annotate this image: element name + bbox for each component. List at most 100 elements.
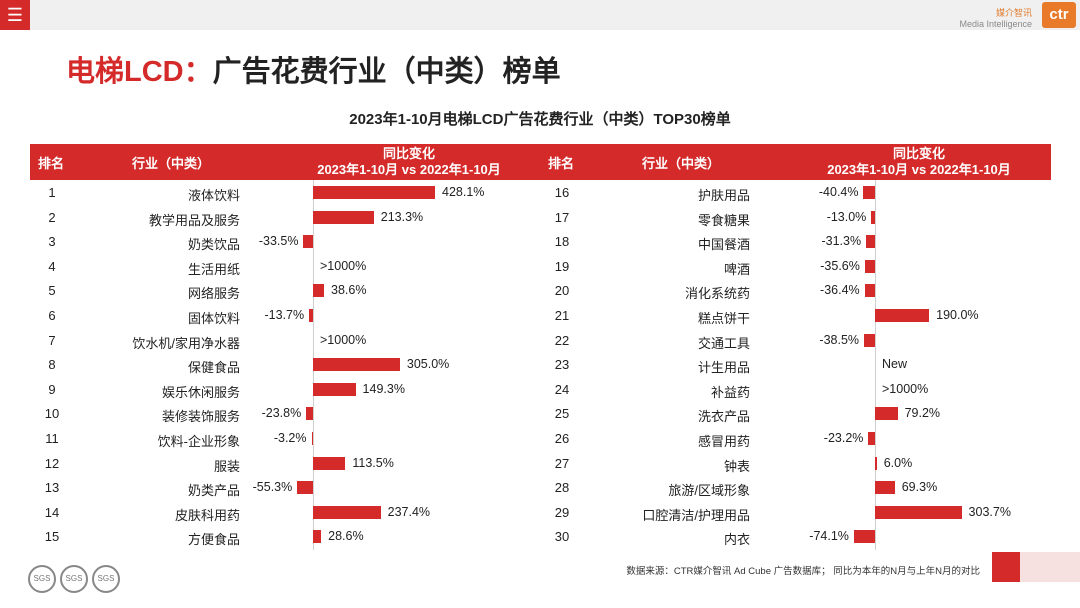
chart-row: 28 69.3% 旅游/区域形象 <box>540 475 1040 500</box>
chart-row: 16 -40.4% 护肤用品 <box>540 180 1040 205</box>
chart-row: 21 190.0% 糕点饼干 <box>540 303 1040 328</box>
table-header-left: 排名 行业（中类） 同比变化 2023年1-10月 vs 2022年1-10月 <box>30 144 540 180</box>
bar-mark <box>303 235 313 249</box>
rank-label: 17 <box>554 209 570 225</box>
bar-mark <box>875 505 962 519</box>
chart-row: 26 -23.2% 感冒用药 <box>540 426 1040 451</box>
industry-label: 感冒用药 <box>697 434 750 449</box>
rank-label: 22 <box>554 332 570 348</box>
header-industry: 行业（中类） <box>642 156 721 171</box>
chart-row: 4 >1000% 生活用纸 <box>30 254 530 279</box>
chart-row: 14 237.4% 皮肤科用药 <box>30 500 530 525</box>
page-title-red: 电梯LCD： <box>66 56 213 88</box>
data-label: 428.1% <box>442 185 485 199</box>
chart-row: 12 113.5% 服装 <box>30 451 530 476</box>
data-label: 6.0% <box>883 455 913 470</box>
data-label: 303.7% <box>968 504 1011 519</box>
chart-panel-left: 1 428.1% 液体饮料 2 213.3% 教学用品及服务 3 -33.5% 奶类饮品 4 >10… <box>30 180 530 552</box>
industry-label: 啤酒 <box>723 261 750 277</box>
chart-row: 7 >1000% 饮水机/家用净水器 <box>30 328 530 353</box>
rank-label: 15 <box>44 529 60 545</box>
sgs-seal-icon: SGS <box>28 565 56 593</box>
rank-label: 1 <box>48 185 56 200</box>
industry-label: 消化系统药 <box>684 286 750 302</box>
chart-row: 23 New 计生用品 <box>540 352 1040 377</box>
rank-label: 27 <box>554 455 570 471</box>
chart-row: 3 -33.5% 奶类饮品 <box>30 229 530 254</box>
industry-label: 钟表 <box>723 458 750 474</box>
data-label: -31.3% <box>821 234 862 249</box>
data-label: 69.3% <box>901 480 938 495</box>
industry-label: 教学用品及服务 <box>148 212 240 228</box>
data-label: 38.6% <box>331 283 367 298</box>
industry-label: 液体饮料 <box>187 188 240 203</box>
data-label: 213.3% <box>380 209 424 224</box>
hamburger-icon[interactable]: ☰ <box>0 0 30 30</box>
bar-mark <box>868 432 875 445</box>
rank-label: 3 <box>48 234 56 250</box>
rank-label: 6 <box>48 308 56 323</box>
bar-mark <box>313 186 435 199</box>
industry-label: 旅游/区域形象 <box>668 483 750 499</box>
data-source: 数据来源：CTR媒介智讯 Ad Cube 广告数据库； 同比为本年的N月与上年N… <box>626 566 980 577</box>
rank-label: 10 <box>44 406 60 422</box>
bar-mark <box>313 530 322 544</box>
chart-row: 20 -36.4% 消化系统药 <box>540 278 1040 303</box>
rank-label: 25 <box>554 406 570 422</box>
industry-label: 护肤用品 <box>697 188 750 203</box>
rank-label: 18 <box>554 234 570 250</box>
rank-label: 8 <box>48 357 56 373</box>
data-label: >1000% <box>320 332 367 347</box>
chart-row: 19 -35.6% 啤酒 <box>540 254 1040 279</box>
header-yoy-line2: 2023年1-10月 vs 2022年1-10月 <box>827 162 1011 177</box>
chart-row: 15 28.6% 方便食品 <box>30 524 530 549</box>
bar-mark <box>875 456 877 470</box>
industry-label: 装修装饰服务 <box>161 409 240 425</box>
industry-label: 生活用纸 <box>187 261 240 277</box>
bar-mark <box>864 259 875 273</box>
rank-label: 7 <box>48 332 56 348</box>
chart-row: 9 149.3% 娱乐休闲服务 <box>30 377 530 402</box>
bar-mark <box>866 235 875 249</box>
header-rank: 排名 <box>38 156 65 171</box>
rank-label: 5 <box>48 283 56 299</box>
industry-label: 奶类产品 <box>187 483 240 499</box>
industry-label: 计生用品 <box>697 360 750 376</box>
brand-cn: 媒介智讯 <box>995 8 1032 18</box>
industry-label: 固体饮料 <box>187 311 240 326</box>
data-label: 28.6% <box>328 529 364 544</box>
industry-label: 内衣 <box>723 532 750 548</box>
data-label: 79.2% <box>904 406 941 421</box>
bar-mark <box>875 481 895 495</box>
rank-label: 28 <box>554 480 570 496</box>
data-label: -23.2% <box>823 431 864 445</box>
chart-row: 29 303.7% 口腔清洁/护理用品 <box>540 500 1040 525</box>
industry-label: 洗衣产品 <box>697 409 750 425</box>
bar-mark <box>311 432 313 445</box>
rank-label: 26 <box>554 431 570 446</box>
footer-accent-pink <box>1020 552 1080 582</box>
bar-mark <box>313 382 356 396</box>
bar-mark <box>853 530 875 544</box>
rank-label: 21 <box>554 308 570 323</box>
data-label: >1000% <box>320 258 367 273</box>
rank-label: 11 <box>45 431 59 446</box>
data-label: >1000% <box>882 381 929 396</box>
chart-row: 5 38.6% 网络服务 <box>30 278 530 303</box>
rank-label: 9 <box>48 381 56 397</box>
sgs-seal-icon: SGS <box>92 565 120 593</box>
rank-label: 4 <box>48 258 56 274</box>
bar-mark <box>863 186 875 199</box>
data-label: 305.0% <box>406 357 450 372</box>
header-yoy-line1: 同比变化 <box>892 146 945 161</box>
data-label: -40.4% <box>818 185 859 199</box>
rank-label: 24 <box>554 381 570 397</box>
industry-label: 服装 <box>213 458 240 474</box>
industry-label: 方便食品 <box>187 532 240 548</box>
chart-row: 11 -3.2% 饮料-企业形象 <box>30 426 530 451</box>
brand-text: 媒介智讯 Media Intelligence <box>959 8 1032 30</box>
bar-mark <box>313 505 381 519</box>
chart-panel-right: 16 -40.4% 护肤用品 17 -13.0% 零食糖果 18 -31.3% 中国餐酒 19 -3… <box>540 180 1040 552</box>
data-label: 149.3% <box>362 381 405 396</box>
bar-mark <box>875 309 930 322</box>
